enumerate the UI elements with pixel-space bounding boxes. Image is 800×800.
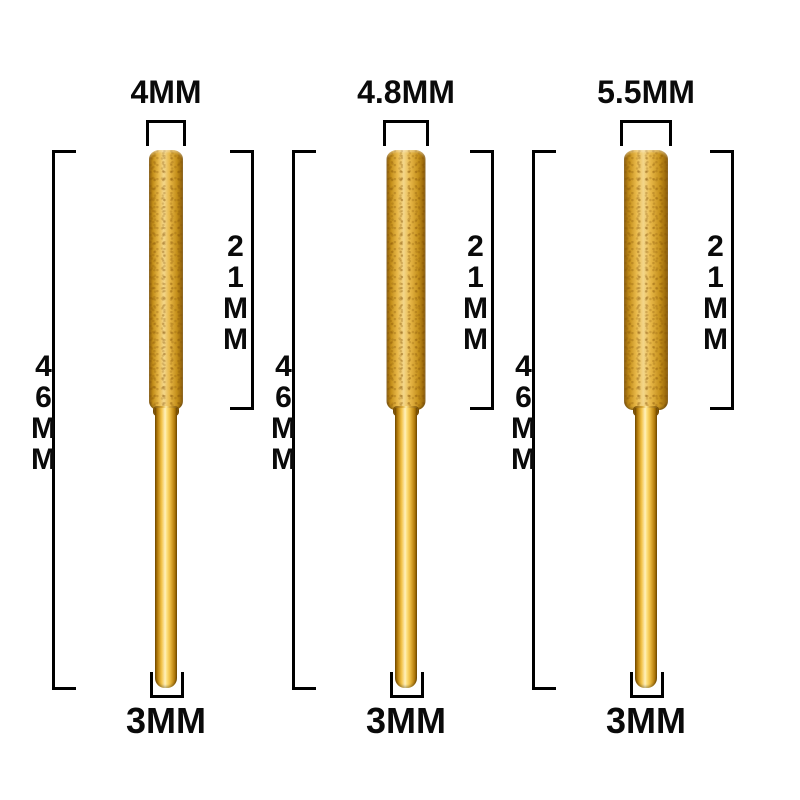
shank-width-bracket bbox=[150, 672, 184, 698]
bit-shank bbox=[635, 408, 657, 688]
total-length-label: 46MM bbox=[268, 350, 298, 474]
top-diameter-label: 4.8MM bbox=[357, 74, 455, 111]
bit-group-3: 5.5MM 46MM 21MM 3MM bbox=[526, 0, 766, 800]
bit-head bbox=[624, 150, 668, 410]
head-length-label: 21MM bbox=[460, 230, 490, 354]
bit-head bbox=[387, 150, 426, 410]
head-length-label: 21MM bbox=[220, 230, 250, 354]
total-length-label: 46MM bbox=[28, 350, 58, 474]
bit-shank bbox=[395, 408, 417, 688]
top-width-bracket bbox=[146, 120, 186, 146]
head-length-label: 21MM bbox=[700, 230, 730, 354]
shank-diameter-label: 3MM bbox=[126, 700, 206, 742]
shank-diameter-label: 3MM bbox=[606, 700, 686, 742]
top-diameter-label: 5.5MM bbox=[597, 74, 695, 111]
total-length-label: 46MM bbox=[508, 350, 538, 474]
bit-shank bbox=[155, 408, 177, 688]
bit-head bbox=[149, 150, 183, 410]
top-width-bracket bbox=[620, 120, 672, 146]
shank-width-bracket bbox=[630, 672, 664, 698]
shank-width-bracket bbox=[390, 672, 424, 698]
bit-group-2: 4.8MM 46MM 21MM 3MM bbox=[286, 0, 526, 800]
diagram-stage: 4MM 46MM 21MM 3MM 4.8MM 46MM 21MM 3MM bbox=[0, 0, 800, 800]
top-width-bracket bbox=[383, 120, 429, 146]
top-diameter-label: 4MM bbox=[130, 74, 201, 111]
bit-group-1: 4MM 46MM 21MM 3MM bbox=[46, 0, 286, 800]
shank-diameter-label: 3MM bbox=[366, 700, 446, 742]
